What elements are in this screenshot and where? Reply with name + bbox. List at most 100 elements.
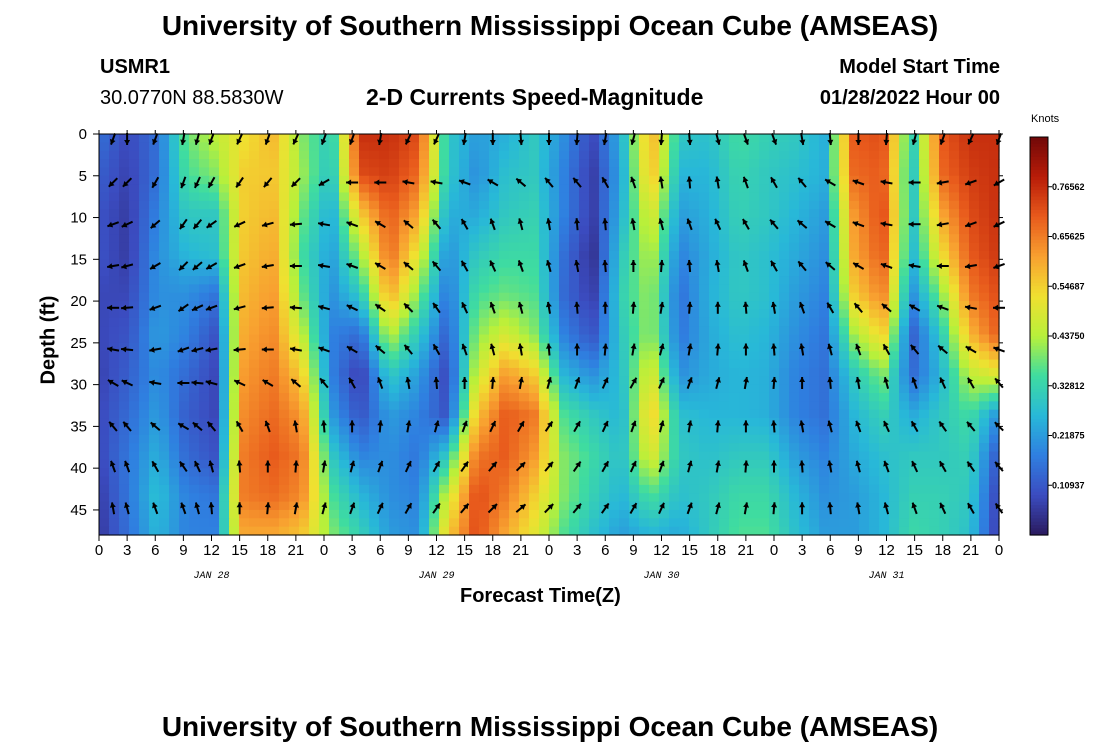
heatmap-cell — [909, 493, 920, 503]
heatmap-cell — [749, 317, 760, 327]
heatmap-cell — [219, 276, 230, 285]
heatmap-cell — [829, 334, 840, 344]
heatmap-cell — [939, 234, 950, 244]
heatmap-cell — [139, 209, 150, 219]
heatmap-cell — [639, 426, 650, 436]
heatmap-cell — [479, 468, 490, 478]
current-vector — [193, 176, 201, 189]
heatmap-cell — [609, 401, 620, 411]
heatmap-cell — [509, 142, 520, 152]
heatmap-cell — [569, 234, 580, 244]
vector-head — [545, 343, 552, 349]
heatmap-cell — [809, 184, 820, 194]
heatmap-cell — [229, 351, 240, 361]
heatmap-cell — [989, 276, 1000, 285]
heatmap-cell — [909, 217, 920, 227]
heatmap-cell — [869, 384, 880, 394]
heatmap-cell — [119, 192, 130, 202]
heatmap-cell — [119, 142, 130, 152]
heatmap-cell — [169, 301, 180, 311]
heatmap-cell — [579, 234, 590, 244]
heatmap-cell — [519, 267, 530, 277]
heatmap-cell — [629, 326, 640, 336]
heatmap-cell — [899, 259, 910, 269]
heatmap-cell — [479, 509, 490, 519]
heatmap-cell — [529, 351, 540, 361]
heatmap-cell — [189, 518, 200, 528]
heatmap-cell — [339, 501, 350, 511]
heatmap-cell — [579, 276, 590, 285]
heatmap-cell — [559, 200, 570, 210]
heatmap-cell — [349, 351, 360, 361]
heatmap-cell — [729, 476, 740, 486]
vector-head — [797, 220, 804, 226]
vector-head — [771, 138, 778, 145]
heatmap-cell — [589, 175, 600, 185]
heatmap-cell — [379, 276, 390, 285]
heatmap-cell — [499, 326, 510, 336]
heatmap-cell — [169, 359, 180, 369]
heatmap-cell — [949, 175, 960, 185]
heatmap-cell — [129, 526, 140, 536]
current-vector — [908, 303, 921, 312]
heatmap-cell — [339, 359, 350, 369]
heatmap-cell — [719, 217, 730, 227]
heatmap-cell — [419, 159, 430, 169]
heatmap-cell — [759, 509, 770, 519]
vector-head — [742, 301, 749, 307]
heatmap-cell — [799, 167, 810, 177]
heatmap-cell — [909, 518, 920, 528]
heatmap-cell — [699, 250, 710, 260]
vector-head — [121, 379, 128, 386]
heatmap-cell — [919, 392, 930, 402]
vector-head — [194, 182, 200, 188]
vector-head — [602, 139, 608, 145]
heatmap-cell — [909, 292, 920, 302]
heatmap-cell — [449, 142, 460, 152]
heatmap-cell — [119, 159, 130, 169]
heatmap-cell — [209, 134, 220, 143]
heatmap-cell — [799, 351, 810, 361]
heatmap-cell — [409, 267, 420, 277]
heatmap-cell — [839, 409, 850, 419]
heatmap-cell — [489, 476, 500, 486]
heatmap-cell — [359, 484, 370, 494]
heatmap-cell — [949, 418, 960, 427]
heatmap-cell — [669, 359, 680, 369]
heatmap-cell — [949, 484, 960, 494]
heatmap-cell — [449, 292, 460, 302]
heatmap-cell — [859, 209, 870, 219]
heatmap-cell — [899, 200, 910, 210]
vector-head — [461, 139, 468, 145]
heatmap-cell — [729, 342, 740, 352]
heatmap-cell — [659, 384, 670, 394]
heatmap-cell — [369, 267, 380, 277]
current-vector — [107, 379, 119, 387]
heatmap-cell — [729, 184, 740, 194]
heatmap-cell — [649, 384, 660, 394]
heatmap-cell — [849, 484, 860, 494]
heatmap-cell — [949, 334, 960, 344]
heatmap-cell — [219, 267, 230, 277]
heatmap-cell — [559, 334, 570, 344]
heatmap-cell — [389, 384, 400, 394]
heatmap-cell — [819, 217, 830, 227]
heatmap-cell — [459, 242, 470, 252]
heatmap-cell — [329, 192, 340, 202]
heatmap-cell — [909, 326, 920, 336]
heatmap-cell — [259, 225, 270, 235]
heatmap-cell — [469, 175, 480, 185]
heatmap-cell — [549, 459, 560, 469]
heatmap-cell — [869, 334, 880, 344]
heatmap-cell — [519, 292, 530, 302]
vector-head — [658, 176, 665, 182]
heatmap-cell — [699, 334, 710, 344]
heatmap-cell — [899, 451, 910, 461]
current-vector — [374, 303, 386, 313]
current-vector — [433, 376, 440, 389]
heatmap-cell — [199, 351, 210, 361]
heatmap-cell — [229, 526, 240, 536]
heatmap-cell — [409, 326, 420, 336]
heatmap-cell — [989, 242, 1000, 252]
heatmap-cell — [599, 134, 610, 143]
